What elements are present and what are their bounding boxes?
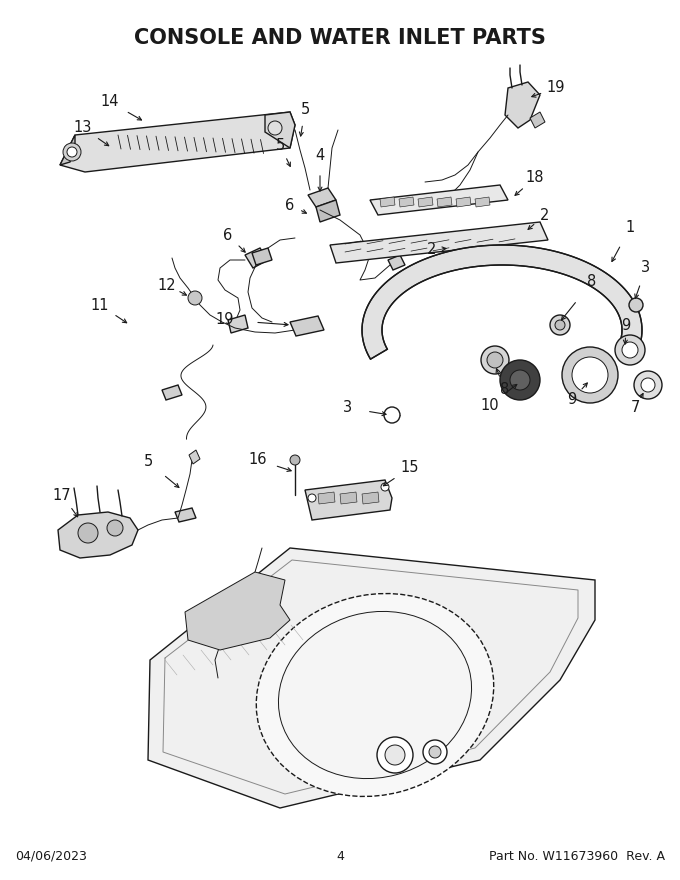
Text: 13: 13 [74, 121, 92, 136]
Polygon shape [362, 245, 642, 359]
Polygon shape [388, 255, 405, 270]
Circle shape [622, 342, 638, 358]
Ellipse shape [278, 612, 471, 779]
Circle shape [381, 483, 389, 491]
Text: Part No. W11673960  Rev. A: Part No. W11673960 Rev. A [489, 849, 665, 862]
Text: 14: 14 [101, 94, 119, 109]
Circle shape [510, 370, 530, 390]
Text: 17: 17 [52, 488, 71, 502]
Circle shape [550, 315, 570, 335]
Polygon shape [228, 315, 248, 333]
Circle shape [641, 378, 655, 392]
Ellipse shape [256, 593, 494, 796]
Text: 4: 4 [336, 849, 344, 862]
Text: 19: 19 [216, 312, 234, 327]
Text: CONSOLE AND WATER INLET PARTS: CONSOLE AND WATER INLET PARTS [134, 28, 546, 48]
Polygon shape [60, 112, 295, 172]
Polygon shape [318, 492, 335, 504]
Polygon shape [437, 197, 452, 207]
Polygon shape [456, 197, 471, 207]
Text: 04/06/2023: 04/06/2023 [15, 849, 87, 862]
Circle shape [67, 147, 77, 157]
Polygon shape [252, 248, 272, 265]
Text: 19: 19 [547, 80, 565, 96]
Polygon shape [265, 112, 295, 148]
Polygon shape [475, 197, 490, 207]
Polygon shape [162, 385, 182, 400]
Circle shape [188, 291, 202, 305]
Circle shape [385, 745, 405, 765]
Circle shape [572, 357, 608, 393]
Circle shape [107, 520, 123, 536]
Polygon shape [185, 572, 290, 650]
Text: 5: 5 [143, 454, 152, 470]
Polygon shape [245, 248, 268, 268]
Circle shape [308, 494, 316, 502]
Circle shape [487, 352, 503, 368]
Text: 9: 9 [567, 392, 577, 407]
Text: 6: 6 [223, 228, 233, 243]
Text: 7: 7 [630, 400, 640, 415]
Circle shape [429, 746, 441, 758]
Text: 5: 5 [275, 137, 285, 152]
Polygon shape [189, 450, 200, 464]
Text: 9: 9 [622, 318, 630, 333]
Polygon shape [148, 548, 595, 808]
Circle shape [629, 298, 643, 312]
Circle shape [481, 346, 509, 374]
Text: 15: 15 [401, 460, 420, 475]
Text: 3: 3 [343, 400, 352, 415]
Text: 16: 16 [249, 452, 267, 467]
Polygon shape [530, 112, 545, 128]
Text: 3: 3 [641, 260, 651, 275]
Circle shape [290, 455, 300, 465]
Text: 1: 1 [626, 221, 634, 236]
Text: 18: 18 [526, 171, 544, 186]
Circle shape [384, 407, 400, 423]
Text: 4: 4 [316, 148, 324, 163]
Text: 5: 5 [301, 102, 309, 118]
Polygon shape [305, 480, 392, 520]
Text: 2: 2 [427, 243, 437, 258]
Polygon shape [175, 508, 196, 522]
Text: 6: 6 [286, 197, 294, 212]
Polygon shape [60, 135, 75, 165]
Polygon shape [505, 82, 540, 128]
Circle shape [562, 347, 618, 403]
Polygon shape [340, 492, 357, 504]
Polygon shape [362, 492, 379, 504]
Text: 8: 8 [588, 275, 596, 290]
Text: 11: 11 [90, 297, 109, 312]
Text: 8: 8 [500, 383, 509, 398]
Circle shape [268, 121, 282, 135]
Text: 12: 12 [158, 277, 176, 292]
Circle shape [63, 143, 81, 161]
Polygon shape [58, 512, 138, 558]
Polygon shape [370, 185, 508, 215]
Circle shape [634, 371, 662, 399]
Circle shape [377, 737, 413, 773]
Polygon shape [380, 197, 395, 207]
Text: 2: 2 [541, 208, 549, 223]
Polygon shape [290, 316, 324, 336]
Circle shape [615, 335, 645, 365]
Circle shape [423, 740, 447, 764]
Text: 10: 10 [481, 398, 499, 413]
Circle shape [500, 360, 540, 400]
Polygon shape [316, 200, 340, 222]
Polygon shape [308, 188, 336, 207]
Circle shape [555, 320, 565, 330]
Polygon shape [330, 222, 548, 263]
Circle shape [78, 523, 98, 543]
Polygon shape [399, 197, 414, 207]
Polygon shape [418, 197, 433, 207]
